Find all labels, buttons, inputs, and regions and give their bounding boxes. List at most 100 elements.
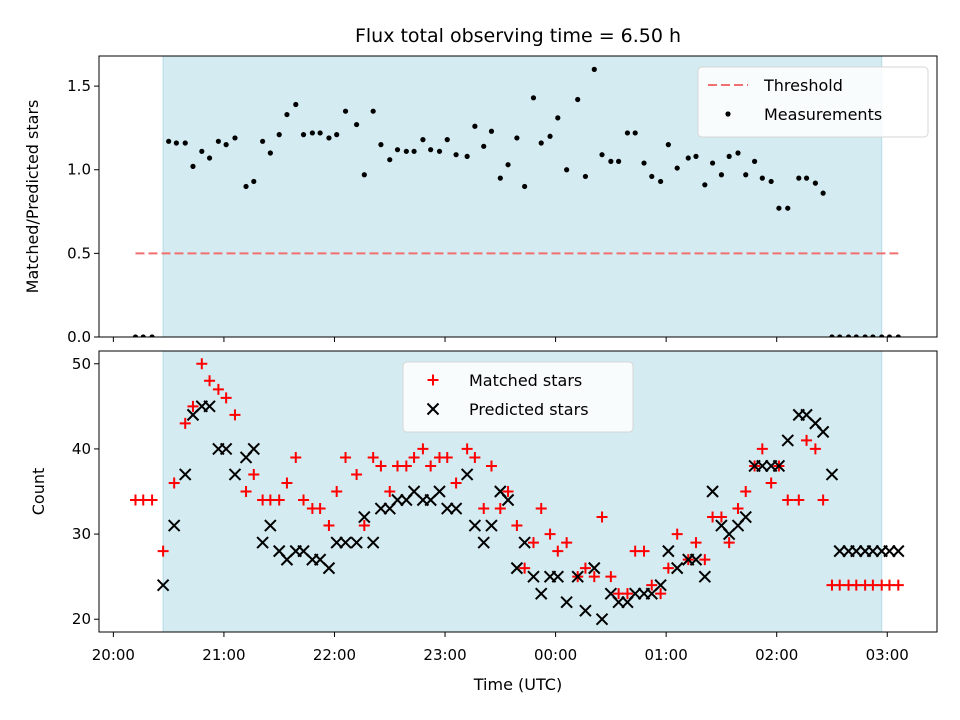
ratio-point: [353, 121, 360, 128]
counts-point: [330, 536, 343, 549]
ratio-point: [199, 148, 205, 154]
counts-point: [477, 536, 490, 549]
ratio-point: [284, 111, 290, 118]
ratio-point: [870, 334, 876, 337]
counts-y-tick-label: 20: [72, 610, 91, 628]
ratio-point: [276, 132, 282, 138]
ratio-point: [453, 152, 459, 158]
counts-plot-frame: [98, 350, 938, 633]
ratio-point: [361, 172, 367, 178]
counts-y-axis-label: Count: [29, 468, 48, 516]
counts-point: [527, 570, 540, 583]
counts-point: [628, 587, 642, 600]
counts-point: [485, 460, 497, 472]
ratio-legend-box: [697, 66, 929, 138]
ratio-point: [555, 115, 561, 121]
ratio-point: [428, 147, 434, 153]
ratio-point: [293, 101, 299, 108]
counts-point: [816, 425, 830, 439]
counts-point: [351, 468, 363, 480]
chart-title: Flux total observing time = 6.50 h: [355, 25, 681, 47]
counts-point: [519, 562, 531, 574]
counts-point: [511, 520, 523, 532]
counts-point: [256, 536, 269, 549]
counts-point: [801, 434, 813, 446]
ratio-point: [599, 152, 605, 158]
ratio-y-tick-label: 0.5: [67, 244, 91, 262]
counts-point: [561, 537, 573, 549]
legend-label: Predicted stars: [469, 400, 589, 419]
ratio-point: [641, 160, 647, 166]
counts-point: [706, 485, 719, 498]
counts-point: [196, 358, 208, 370]
ratio-point: [370, 108, 376, 114]
counts-point: [248, 468, 260, 480]
counts-point: [441, 502, 454, 515]
ratio-point: [702, 182, 708, 188]
counts-point: [560, 595, 573, 609]
ratio-point: [759, 175, 765, 181]
counts-point: [809, 443, 821, 455]
ratio-point: [803, 175, 810, 181]
counts-point: [690, 537, 702, 549]
ratio-point: [895, 334, 901, 337]
counts-point: [621, 588, 633, 600]
counts-point: [146, 494, 158, 506]
ratio-point: [243, 183, 249, 190]
counts-point: [494, 503, 506, 515]
legend-label: Measurements: [764, 105, 882, 124]
ratio-point: [215, 138, 221, 144]
legend-swatch: [725, 111, 731, 117]
x-tick-label: 20:00: [92, 646, 135, 664]
counts-point: [425, 460, 437, 472]
counts-point: [157, 545, 169, 557]
counts-point: [654, 578, 667, 592]
ratio-point: [522, 183, 528, 190]
ratio-point: [267, 150, 273, 156]
counts-point: [579, 604, 592, 617]
counts-point: [323, 520, 335, 532]
ratio-point: [251, 178, 257, 185]
ratio-point: [785, 205, 791, 211]
counts-point: [551, 570, 565, 583]
counts-point: [417, 443, 429, 455]
counts-point: [739, 510, 752, 524]
ratio-point: [726, 153, 732, 159]
counts-point: [781, 434, 794, 447]
ratio-point: [481, 143, 487, 149]
ratio-point: [166, 138, 172, 144]
counts-point: [461, 443, 473, 455]
ratio-y-axis-label: Matched/Predicted stars: [23, 100, 42, 294]
counts-point: [518, 536, 531, 549]
ratio-point: [394, 147, 401, 153]
ratio-point: [317, 130, 323, 136]
ratio-point: [862, 334, 868, 337]
counts-point: [756, 459, 769, 473]
ratio-point: [132, 334, 139, 337]
ratio-point: [575, 96, 581, 103]
counts-point: [281, 477, 293, 489]
counts-point: [247, 442, 260, 456]
ratio-point: [411, 148, 417, 154]
counts-point: [501, 493, 515, 507]
ratio-legend: Threshold Measurements: [697, 66, 929, 138]
ratio-point: [658, 178, 664, 185]
counts-point: [866, 544, 880, 558]
counts-point: [698, 570, 712, 583]
ratio-point: [444, 137, 450, 143]
ratio-point: [693, 153, 699, 159]
ratio-point: [190, 163, 196, 169]
ratio-point: [632, 130, 638, 136]
ratio-point: [735, 150, 741, 156]
ratio-point: [820, 190, 826, 196]
counts-legend: Matched stars Predicted stars: [402, 361, 634, 433]
x-tick-label: 23:00: [423, 646, 466, 664]
ratio-point: [796, 175, 802, 181]
counts-point: [298, 494, 310, 506]
counts-point: [588, 561, 601, 575]
counts-point: [339, 536, 352, 549]
counts-point: [331, 486, 343, 497]
ratio-point: [436, 148, 443, 154]
counts-point: [264, 519, 277, 532]
